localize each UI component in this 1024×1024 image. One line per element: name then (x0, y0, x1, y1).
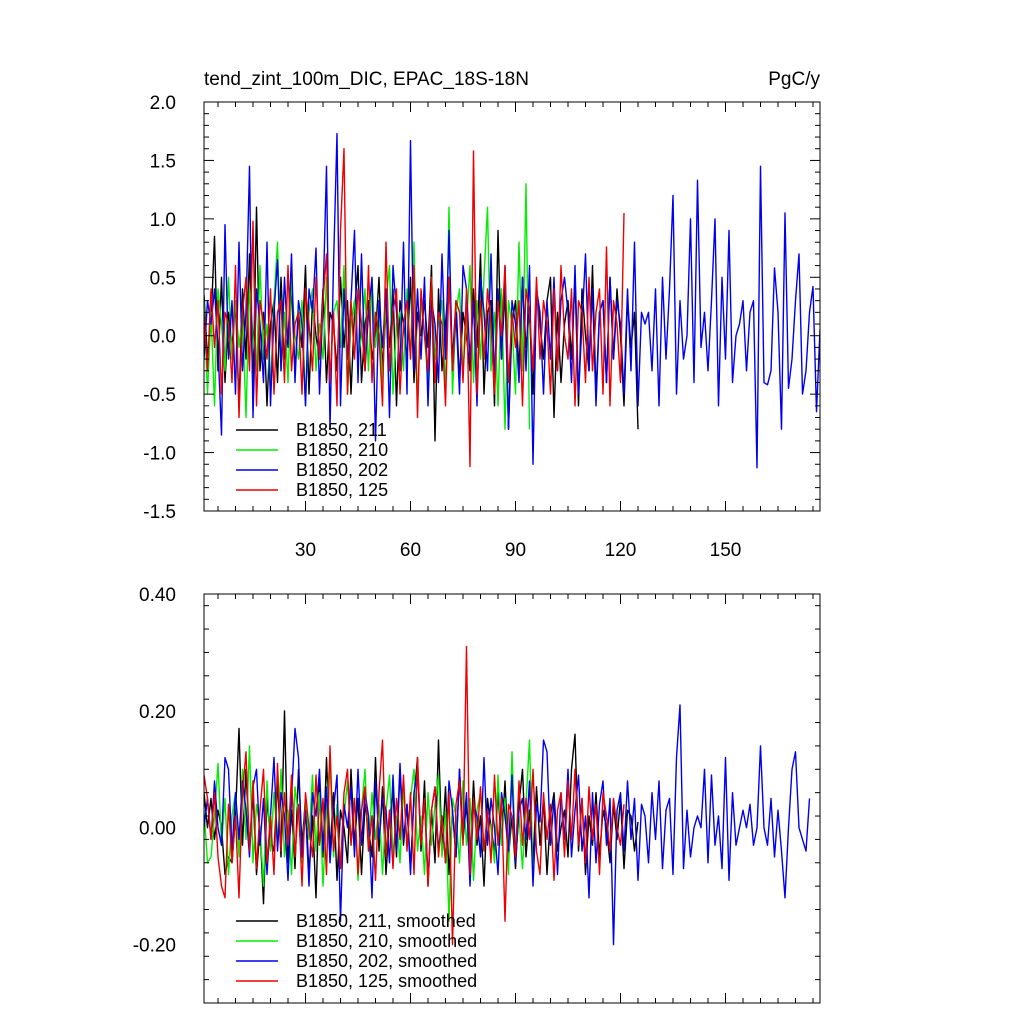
bottom-legend-label-3: B1850, 202, smoothed (296, 951, 477, 971)
top-xtick-label: 90 (505, 540, 526, 561)
bottom-plot-frame (203, 593, 821, 1004)
top-ytick-label: 2.0 (150, 93, 176, 114)
top-ytick-label: -0.5 (143, 385, 176, 406)
top-plot-area (204, 132, 820, 469)
top-ytick-label: 0.0 (150, 327, 176, 348)
top-ytick-label: 1.5 (150, 151, 176, 172)
bottom-ytick-label: -0.20 (133, 936, 176, 957)
bottom-series-line-4 (204, 645, 625, 946)
bottom-legend-label-2: B1850, 210, smoothed (296, 931, 477, 951)
bottom-ytick-label: 0.00 (139, 819, 176, 840)
bottom-plot-area (204, 645, 811, 946)
bottom-x-axis (217, 594, 814, 1003)
top-plot-frame (203, 101, 821, 512)
bottom-legend-label-4: B1850, 125, smoothed (296, 971, 477, 991)
top-ytick-label: 0.5 (150, 268, 176, 289)
top-chart-title: tend_zint_100m_DIC, EPAC_18S-18N (204, 69, 529, 90)
top-legend-label-3: B1850, 202 (296, 460, 388, 480)
top-xtick-label: 150 (710, 540, 742, 561)
bottom-ytick-label: 0.40 (139, 585, 176, 606)
top-series-line-4 (204, 147, 625, 468)
top-xtick-label: 30 (295, 540, 316, 561)
bottom-ytick-label: 0.20 (139, 702, 176, 723)
top-panel: tend_zint_100m_DIC, EPAC_18S-18N PgC/y 2… (143, 69, 821, 561)
top-y-axis: 2.0 1.5 1.0 0.5 0.0 -0.5 -1.0 -1.5 (143, 93, 820, 523)
top-legend-label-1: B1850, 211 (296, 420, 387, 440)
top-chart-units: PgC/y (768, 69, 820, 90)
top-xtick-label: 60 (400, 540, 421, 561)
top-ytick-label: 1.0 (150, 210, 176, 231)
top-legend-label-2: B1850, 210 (296, 440, 388, 460)
top-xtick-label: 120 (605, 540, 637, 561)
bottom-legend-label-1: B1850, 211, smoothed (296, 911, 476, 931)
top-ytick-label: -1.0 (143, 444, 176, 465)
top-legend-label-4: B1850, 125 (296, 480, 388, 500)
bottom-y-axis: 0.40 0.20 0.00 -0.20 (133, 585, 820, 1004)
top-x-axis: 30 60 90 120 150 (217, 102, 814, 561)
bottom-panel: 0.400.200.00-0.20 B1850, 211, smoothedB1… (133, 585, 821, 1004)
top-ytick-label: -1.5 (143, 502, 176, 523)
